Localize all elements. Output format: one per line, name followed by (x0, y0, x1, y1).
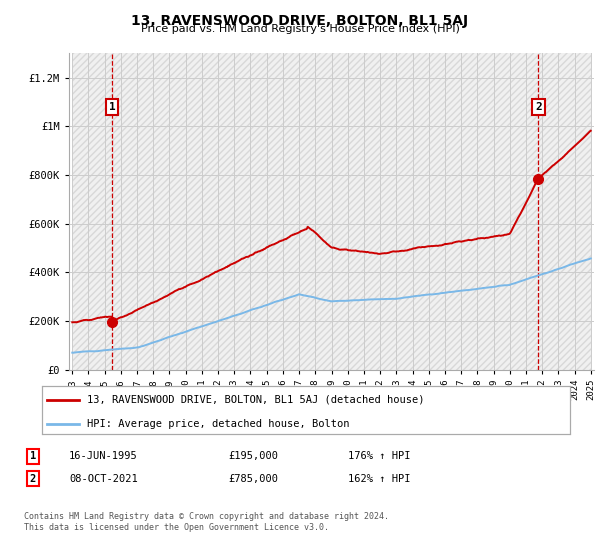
Text: £785,000: £785,000 (228, 474, 278, 484)
Text: 1: 1 (109, 102, 115, 112)
Text: 2: 2 (30, 474, 36, 484)
Text: 2: 2 (535, 102, 542, 112)
Text: Price paid vs. HM Land Registry's House Price Index (HPI): Price paid vs. HM Land Registry's House … (140, 24, 460, 34)
Text: 1: 1 (30, 451, 36, 461)
Text: 13, RAVENSWOOD DRIVE, BOLTON, BL1 5AJ: 13, RAVENSWOOD DRIVE, BOLTON, BL1 5AJ (131, 14, 469, 28)
Text: HPI: Average price, detached house, Bolton: HPI: Average price, detached house, Bolt… (87, 418, 349, 428)
Text: 08-OCT-2021: 08-OCT-2021 (69, 474, 138, 484)
Text: 162% ↑ HPI: 162% ↑ HPI (348, 474, 410, 484)
Text: Contains HM Land Registry data © Crown copyright and database right 2024.
This d: Contains HM Land Registry data © Crown c… (24, 512, 389, 532)
Text: £195,000: £195,000 (228, 451, 278, 461)
Text: 16-JUN-1995: 16-JUN-1995 (69, 451, 138, 461)
Text: 176% ↑ HPI: 176% ↑ HPI (348, 451, 410, 461)
Text: 13, RAVENSWOOD DRIVE, BOLTON, BL1 5AJ (detached house): 13, RAVENSWOOD DRIVE, BOLTON, BL1 5AJ (d… (87, 395, 424, 405)
